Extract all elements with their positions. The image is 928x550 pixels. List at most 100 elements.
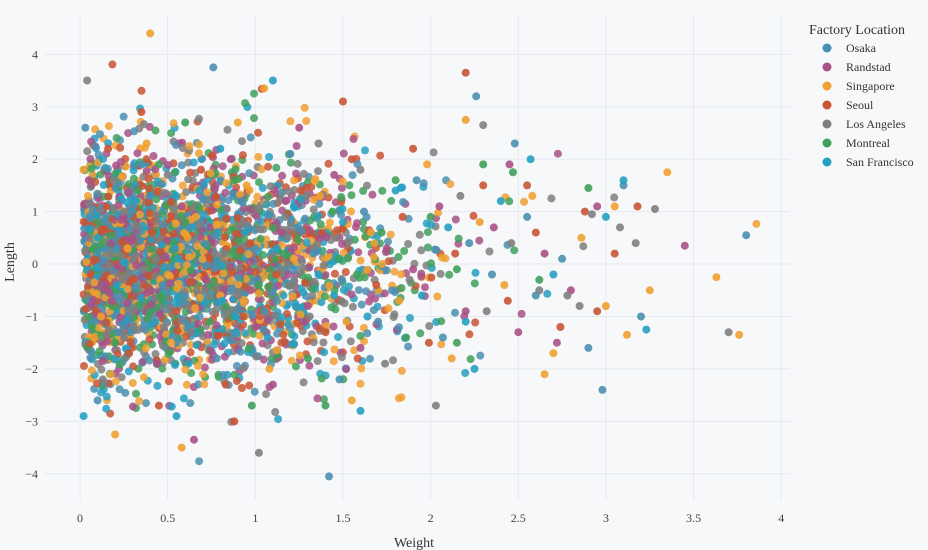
scatter-point — [289, 254, 298, 263]
scatter-point-cloud — [132, 389, 140, 398]
scatter-point-cloud — [421, 283, 429, 292]
scatter-point — [742, 231, 751, 240]
scatter-point-cloud — [129, 174, 138, 183]
scatter-point-cloud — [219, 371, 227, 379]
scatter-point-cloud — [211, 181, 220, 190]
scatter-point-cloud — [285, 187, 294, 196]
scatter-point-cloud — [241, 329, 250, 338]
scatter-point — [260, 307, 269, 316]
scatter-point-cloud — [195, 457, 204, 466]
scatter-point-cloud — [265, 210, 274, 219]
scatter-point — [435, 202, 444, 211]
scatter-point — [339, 97, 347, 106]
scatter-point-cloud — [302, 238, 311, 247]
scatter-point — [479, 181, 488, 190]
scatter-point-cloud — [234, 280, 243, 289]
scatter-point-cloud — [319, 338, 328, 347]
scatter-point — [167, 338, 176, 347]
scatter-point-cloud — [102, 318, 111, 327]
scatter-point-cloud — [278, 188, 287, 197]
scatter-point-cloud — [194, 149, 203, 158]
scatter-point-cloud — [128, 402, 137, 411]
scatter-point-cloud — [300, 103, 309, 112]
scatter-point — [367, 228, 375, 237]
scatter-point — [328, 207, 337, 216]
scatter-point — [496, 197, 505, 206]
scatter-point-cloud — [169, 119, 178, 128]
scatter-point-cloud — [171, 219, 180, 228]
scatter-point — [409, 265, 418, 274]
scatter-point — [587, 210, 596, 219]
legend-label: Los Angeles — [846, 117, 906, 131]
scatter-point-cloud — [369, 306, 378, 315]
scatter-point-cloud — [290, 276, 299, 285]
scatter-point — [549, 349, 558, 358]
scatter-point-cloud — [105, 262, 114, 270]
scatter-point — [177, 443, 186, 452]
scatter-point-cloud — [296, 310, 305, 319]
scatter-point — [233, 118, 242, 127]
legend-marker — [822, 157, 832, 167]
scatter-point — [500, 281, 509, 289]
scatter-point — [347, 155, 356, 164]
scatter-point-cloud — [272, 297, 281, 305]
scatter-point-cloud — [137, 227, 146, 235]
scatter-point — [342, 317, 351, 326]
scatter-point-cloud — [88, 205, 97, 214]
scatter-point — [347, 396, 356, 405]
scatter-point-cloud — [327, 303, 336, 312]
scatter-point-cloud — [437, 317, 446, 326]
scatter-point-cloud — [91, 142, 100, 151]
legend-label: San Francisco — [846, 155, 914, 169]
scatter-point-cloud — [127, 292, 136, 301]
scatter-point — [98, 375, 107, 384]
scatter-point — [472, 92, 481, 101]
legend: Factory Location Osaka Randstad Singapore S… — [809, 23, 914, 169]
scatter-point — [523, 181, 532, 190]
scatter-point-cloud — [81, 246, 90, 255]
scatter-point-cloud — [338, 204, 347, 213]
scatter-point-cloud — [200, 380, 209, 389]
scatter-point — [735, 330, 744, 339]
scatter-point — [531, 228, 540, 237]
scatter-point-cloud — [353, 354, 362, 363]
scatter-point-cloud — [132, 261, 141, 270]
scatter-point-cloud — [212, 321, 221, 330]
scatter-point-cloud — [112, 161, 121, 170]
scatter-point-cloud — [262, 200, 271, 209]
legend-label: Singapore — [846, 79, 895, 93]
scatter-point — [489, 223, 498, 232]
scatter-point — [360, 207, 368, 216]
scatter-point — [325, 472, 333, 481]
scatter-point-cloud — [178, 181, 187, 190]
scatter-point-cloud — [330, 345, 339, 354]
scatter-point-cloud — [190, 304, 199, 313]
scatter-point-cloud — [236, 347, 245, 356]
scatter-point — [321, 328, 330, 337]
scatter-point-cloud — [167, 211, 176, 220]
scatter-point-cloud — [164, 350, 173, 359]
scatter-point-cloud — [354, 286, 363, 295]
scatter-point — [151, 317, 160, 326]
x-tick-label: 1 — [252, 511, 258, 525]
scatter-point — [580, 207, 589, 216]
scatter-point — [619, 176, 628, 185]
scatter-point-cloud — [255, 331, 264, 340]
scatter-point — [645, 286, 654, 295]
scatter-point — [461, 307, 470, 316]
x-axis-title: Weight — [394, 536, 434, 550]
scatter-point — [128, 233, 137, 242]
scatter-point-cloud — [199, 370, 208, 379]
scatter-point-cloud — [241, 99, 250, 108]
scatter-point-cloud — [195, 114, 203, 123]
scatter-point — [409, 144, 418, 153]
scatter-point — [172, 307, 181, 316]
scatter-point-cloud — [427, 220, 435, 229]
scatter-point — [475, 218, 484, 227]
scatter-point — [263, 333, 272, 342]
scatter-point-cloud — [181, 292, 190, 300]
scatter-point-cloud — [181, 307, 190, 316]
scatter-point — [575, 302, 584, 310]
scatter-point-cloud — [137, 294, 145, 302]
